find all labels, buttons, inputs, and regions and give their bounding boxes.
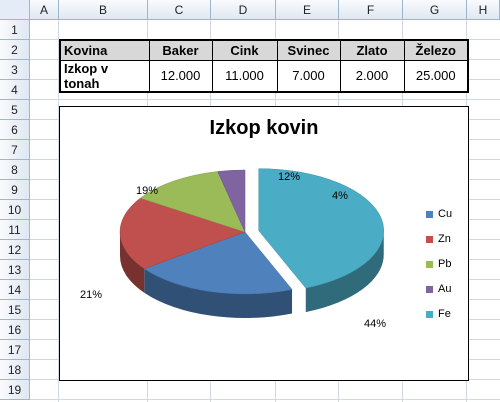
legend-swatch xyxy=(426,285,433,293)
row-header-14[interactable]: 14 xyxy=(0,280,30,300)
cell-value-zelezo[interactable]: 25.000 xyxy=(403,59,469,92)
row-header-15[interactable]: 15 xyxy=(0,300,30,320)
row-header-13[interactable]: 13 xyxy=(0,260,30,280)
chart-title: Izkop kovin xyxy=(209,117,319,139)
legend-swatch xyxy=(426,210,433,218)
pie-slice-side-fe xyxy=(305,230,384,313)
gridline xyxy=(30,99,500,100)
cell-metal-svinec[interactable]: Svinec xyxy=(276,39,341,61)
data-label-cu: 21% xyxy=(80,289,103,301)
row-header-5[interactable]: 5 xyxy=(0,100,30,120)
row-header-7[interactable]: 7 xyxy=(0,140,30,160)
gridline xyxy=(58,20,59,402)
cell-value-baker[interactable]: 12.000 xyxy=(148,59,213,92)
row-header-4[interactable]: 4 xyxy=(0,80,30,100)
pie-slice-side-cu xyxy=(144,268,293,318)
legend-label: Fe xyxy=(438,308,451,320)
pie-slice-zn[interactable] xyxy=(119,197,246,269)
row-header-12[interactable]: 12 xyxy=(0,240,30,260)
row-header-9[interactable]: 9 xyxy=(0,180,30,200)
legend-item-zn: Zn xyxy=(426,232,451,246)
table-row: Kovina Baker Cink Svinec Zlato Železo xyxy=(59,39,469,61)
table-row: Izkop v tonah 12.000 11.000 7.000 2.000 … xyxy=(59,59,469,92)
column-header-b[interactable]: B xyxy=(59,0,148,20)
legend-item-au: Au xyxy=(426,282,451,296)
column-header-g[interactable]: G xyxy=(403,0,467,20)
row-header-11[interactable]: 11 xyxy=(0,220,30,240)
legend-swatch xyxy=(426,310,433,318)
row-header-16[interactable]: 16 xyxy=(0,320,30,340)
row-header-17[interactable]: 17 xyxy=(0,340,30,360)
column-header-a[interactable]: A xyxy=(30,0,59,20)
legend-label: Zn xyxy=(438,233,451,245)
data-table: Kovina Baker Cink Svinec Zlato Železo Iz… xyxy=(59,39,469,93)
pie-slice-pb[interactable] xyxy=(139,171,246,233)
pie-chart-plot xyxy=(119,168,384,318)
legend-item-cu: Cu xyxy=(426,207,452,221)
column-header-e[interactable]: E xyxy=(276,0,339,20)
row-header-8[interactable]: 8 xyxy=(0,160,30,180)
data-label-fe: 44% xyxy=(364,318,387,330)
cell-header-label[interactable]: Kovina xyxy=(59,39,150,61)
cell-metal-zelezo[interactable]: Železo xyxy=(403,39,469,61)
cell-value-label[interactable]: Izkop v tonah xyxy=(59,59,150,92)
row-header-19[interactable]: 19 xyxy=(0,380,30,400)
legend-label: Au xyxy=(438,283,452,295)
cell-value-svinec[interactable]: 7.000 xyxy=(276,59,341,92)
data-label-pb: 12% xyxy=(278,171,301,183)
pie-slice-au[interactable] xyxy=(217,169,246,233)
legend-label: Pb xyxy=(438,258,452,270)
legend-swatch xyxy=(426,235,433,243)
row-header-1[interactable]: 1 xyxy=(0,20,30,40)
column-header-f[interactable]: F xyxy=(339,0,403,20)
legend-label: Cu xyxy=(438,208,453,220)
cell-metal-baker[interactable]: Baker xyxy=(148,39,213,61)
row-header-3[interactable]: 3 xyxy=(0,60,30,80)
pie-slice-cu[interactable] xyxy=(143,231,293,295)
column-header-c[interactable]: C xyxy=(148,0,211,20)
row-header-18[interactable]: 18 xyxy=(0,360,30,380)
cell-value-zlato[interactable]: 2.000 xyxy=(339,59,405,92)
pie-chart[interactable]: Izkop kovin 21% 19% 12% 4% 44% Cu Zn Pb … xyxy=(59,106,469,381)
column-header-d[interactable]: D xyxy=(211,0,276,20)
column-header-h[interactable]: H xyxy=(467,0,500,20)
legend-item-pb: Pb xyxy=(426,257,451,271)
cell-value-cink[interactable]: 11.000 xyxy=(211,59,278,92)
gridline xyxy=(30,399,500,400)
pie-slice-side-zn xyxy=(120,232,145,293)
cell-metal-cink[interactable]: Cink xyxy=(211,39,278,61)
data-label-au: 4% xyxy=(332,190,348,202)
select-all-corner[interactable] xyxy=(0,0,30,20)
pie-slice-fe[interactable] xyxy=(258,168,384,289)
legend-swatch xyxy=(426,260,433,268)
row-header-10[interactable]: 10 xyxy=(0,200,30,220)
data-label-zn: 19% xyxy=(136,185,159,197)
row-header-2[interactable]: 2 xyxy=(0,40,30,60)
row-header-6[interactable]: 6 xyxy=(0,120,30,140)
legend-item-fe: Fe xyxy=(426,307,451,321)
cell-metal-zlato[interactable]: Zlato xyxy=(339,39,405,61)
